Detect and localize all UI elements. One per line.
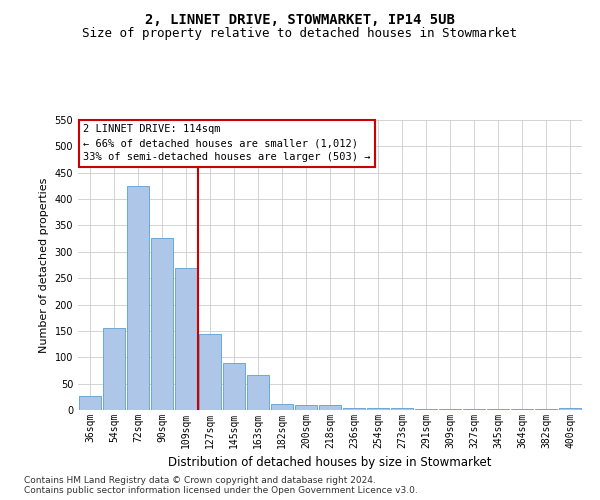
Bar — [223, 362, 245, 410]
Bar — [271, 404, 293, 410]
Bar — [463, 409, 485, 410]
Text: 2, LINNET DRIVE, STOWMARKET, IP14 5UB: 2, LINNET DRIVE, STOWMARKET, IP14 5UB — [145, 12, 455, 26]
Bar — [535, 409, 557, 410]
Text: 2 LINNET DRIVE: 114sqm
← 66% of detached houses are smaller (1,012)
33% of semi-: 2 LINNET DRIVE: 114sqm ← 66% of detached… — [83, 124, 371, 162]
Text: Contains public sector information licensed under the Open Government Licence v3: Contains public sector information licen… — [24, 486, 418, 495]
Bar — [247, 374, 269, 410]
Bar — [127, 186, 149, 410]
Text: Contains HM Land Registry data © Crown copyright and database right 2024.: Contains HM Land Registry data © Crown c… — [24, 476, 376, 485]
Bar — [103, 328, 125, 410]
Y-axis label: Number of detached properties: Number of detached properties — [39, 178, 49, 352]
Bar — [343, 408, 365, 410]
Bar — [295, 404, 317, 410]
Bar — [439, 409, 461, 410]
Bar — [199, 334, 221, 410]
Bar — [79, 396, 101, 410]
Bar — [367, 408, 389, 410]
Bar — [175, 268, 197, 410]
Bar — [559, 408, 581, 410]
Text: Distribution of detached houses by size in Stowmarket: Distribution of detached houses by size … — [168, 456, 492, 469]
Bar — [415, 409, 437, 410]
Text: Size of property relative to detached houses in Stowmarket: Size of property relative to detached ho… — [83, 28, 517, 40]
Bar — [151, 238, 173, 410]
Bar — [487, 409, 509, 410]
Bar — [391, 408, 413, 410]
Bar — [319, 404, 341, 410]
Bar — [511, 409, 533, 410]
